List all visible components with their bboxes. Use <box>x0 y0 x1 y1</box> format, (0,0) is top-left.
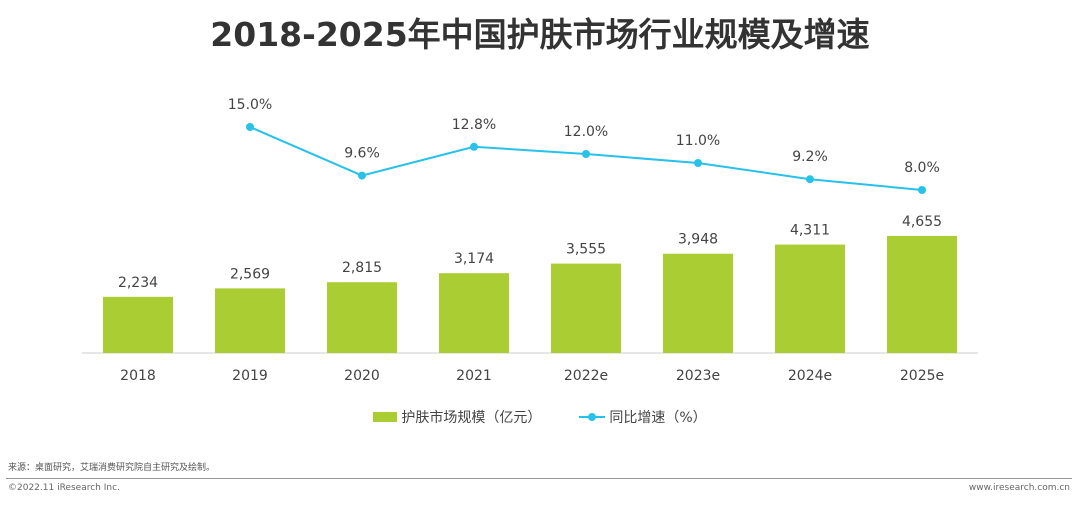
legend-item-line: 同比增速（%） <box>579 407 707 427</box>
bar-value-label: 3,948 <box>678 232 718 248</box>
bar-value-label: 2,569 <box>230 266 270 282</box>
x-tick-label: 2021 <box>456 368 492 384</box>
growth-point <box>694 159 702 167</box>
x-tick-label: 2025e <box>900 368 944 384</box>
growth-value-label: 9.2% <box>792 149 828 165</box>
bar <box>887 235 957 353</box>
website-link[interactable]: www.iresearch.com.cn <box>968 483 1070 493</box>
growth-value-label: 12.0% <box>564 124 608 140</box>
growth-value-label: 15.0% <box>228 97 272 113</box>
bar <box>663 253 733 353</box>
bar <box>103 296 173 353</box>
growth-value-label: 11.0% <box>676 133 720 149</box>
bar-value-label: 2,234 <box>118 275 158 291</box>
footer-divider <box>6 478 1072 479</box>
legend-bar-label: 护肤市场规模（亿元） <box>401 410 542 426</box>
chart-title: 2018-2025年中国护肤市场行业规模及增速 <box>210 15 870 54</box>
bar-value-label: 3,555 <box>566 242 606 258</box>
growth-point <box>358 171 366 180</box>
bar <box>327 282 397 353</box>
source-note: 来源：桌面研究，艾瑞消费研究院自主研究及绘制。 <box>8 463 216 473</box>
growth-point <box>470 142 478 151</box>
bar <box>215 288 285 353</box>
bar <box>439 273 509 353</box>
bar-value-label: 4,655 <box>902 214 942 230</box>
legend-bar-swatch <box>373 412 398 422</box>
bar <box>551 263 621 353</box>
bar-value-label: 2,815 <box>342 260 382 276</box>
growth-value-label: 9.6% <box>344 146 380 162</box>
growth-point <box>918 186 926 194</box>
growth-value-label: 12.8% <box>452 117 496 133</box>
legend-item-bar: 护肤市场规模（亿元） <box>373 407 541 427</box>
bar <box>775 244 845 353</box>
bar-value-label: 4,311 <box>790 223 830 239</box>
x-tick-label: 2023e <box>676 368 720 384</box>
growth-point <box>246 123 254 131</box>
x-tick-label: 2024e <box>788 368 832 384</box>
growth-value-label: 8.0% <box>904 160 940 176</box>
growth-point <box>806 175 814 184</box>
legend: 护肤市场规模（亿元） 同比增速（%） <box>0 407 1080 427</box>
x-tick-label: 2018 <box>120 368 156 384</box>
x-tick-label: 2022e <box>564 368 608 384</box>
growth-point <box>582 150 590 158</box>
chart-plot: 2,234 2018 2,569 2019 2,815 2020 3,174 2021 3,55… <box>82 97 978 384</box>
bar-value-label: 3,174 <box>454 251 494 267</box>
copyright: ©2022.11 iResearch Inc. <box>8 483 120 493</box>
legend-line-swatch <box>579 413 606 421</box>
legend-line-label: 同比增速（%） <box>609 410 707 426</box>
x-tick-label: 2020 <box>344 368 380 384</box>
x-tick-label: 2019 <box>232 368 268 384</box>
